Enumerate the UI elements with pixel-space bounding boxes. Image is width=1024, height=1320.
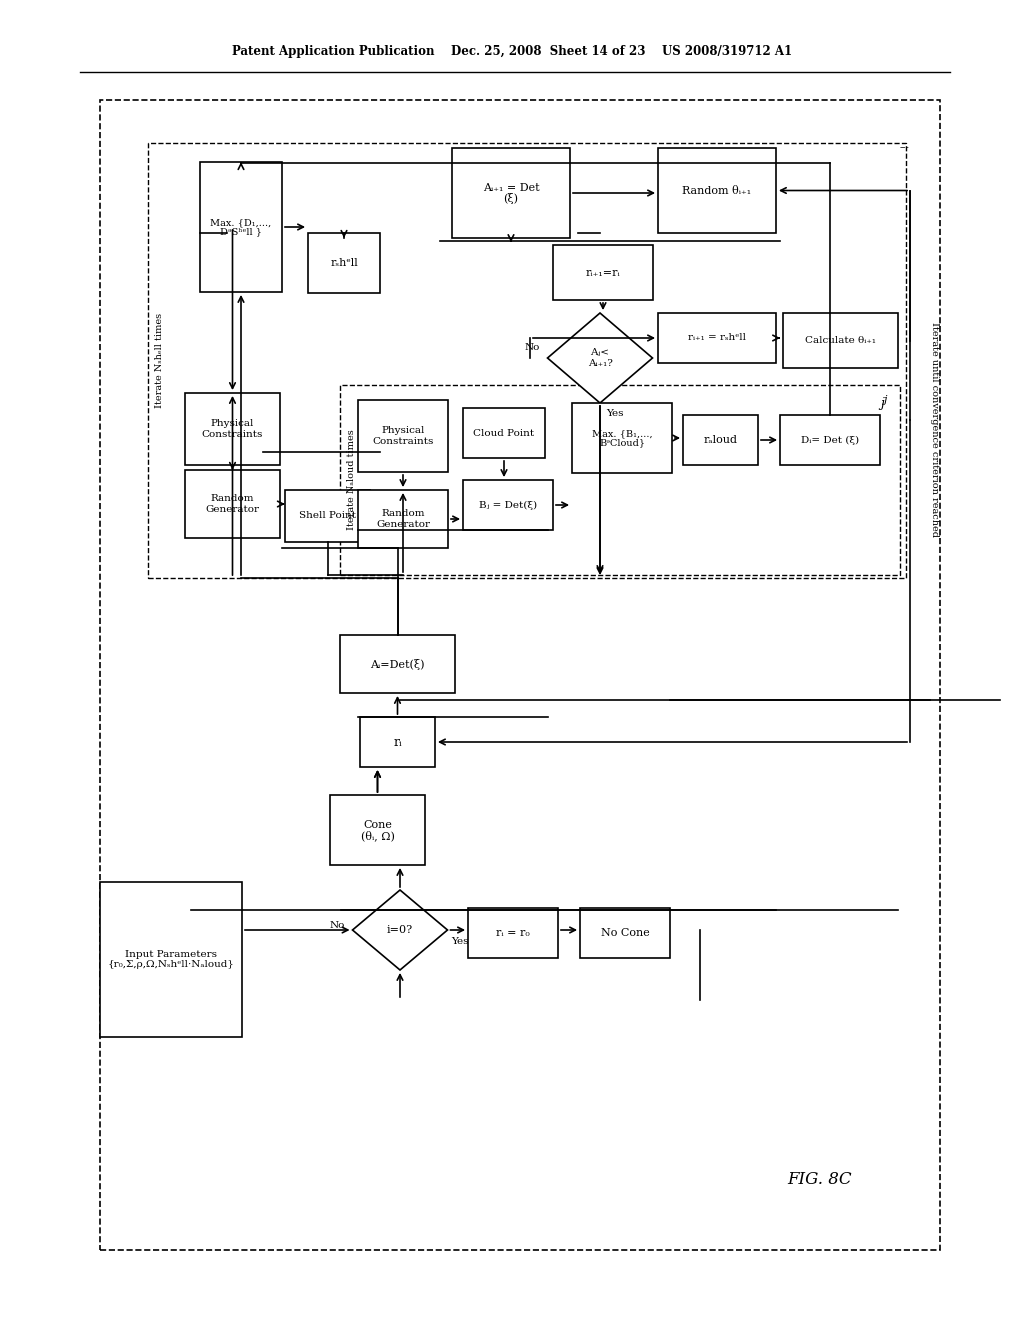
Bar	[463, 408, 545, 458]
Text: (ξ): (ξ)	[504, 193, 518, 203]
Bar	[553, 246, 653, 300]
Text: rᵢ: rᵢ	[393, 735, 401, 748]
Bar	[572, 403, 672, 473]
Text: Shell Point: Shell Point	[299, 511, 356, 520]
Text: (θᵢ, Ω): (θᵢ, Ω)	[360, 830, 394, 841]
Text: Dᵢ= Det (ξ): Dᵢ= Det (ξ)	[801, 436, 859, 445]
Text: Calculate θᵢ₊₁: Calculate θᵢ₊₁	[805, 337, 876, 345]
Text: Iterate Nₛhₑll times: Iterate Nₛhₑll times	[156, 313, 165, 408]
Text: DᵊSʰᵉll }: DᵊSʰᵉll }	[220, 227, 262, 236]
Bar	[100, 882, 242, 1038]
Bar	[780, 414, 880, 465]
Bar	[783, 313, 898, 368]
Text: Generator: Generator	[376, 520, 430, 528]
Bar	[658, 313, 776, 363]
Text: rₛhᵉll: rₛhᵉll	[330, 257, 357, 268]
Bar	[658, 148, 776, 234]
Text: Physical: Physical	[211, 420, 254, 429]
Bar	[185, 470, 280, 539]
Text: rᵢ₊₁ = rₛhᵉll: rᵢ₊₁ = rₛhᵉll	[688, 334, 746, 342]
Text: Aᵢ₊₁?: Aᵢ₊₁?	[588, 359, 612, 367]
Text: Patent Application Publication    Dec. 25, 2008  Sheet 14 of 23    US 2008/31971: Patent Application Publication Dec. 25, …	[232, 45, 792, 58]
Text: Cloud Point: Cloud Point	[473, 429, 535, 437]
Text: FIG. 8C: FIG. 8C	[787, 1172, 852, 1188]
Text: Max. {D₁,...,: Max. {D₁,...,	[210, 218, 271, 227]
Text: No: No	[525, 343, 541, 352]
Bar	[463, 480, 553, 531]
Polygon shape	[352, 890, 447, 970]
Bar	[330, 795, 425, 865]
Text: ---: ---	[900, 144, 909, 153]
Bar	[185, 393, 280, 465]
Text: No Cone: No Cone	[601, 928, 649, 939]
Bar	[200, 162, 282, 292]
Bar	[358, 490, 449, 548]
Bar	[580, 908, 670, 958]
Text: j: j	[884, 395, 887, 405]
Bar	[148, 143, 906, 578]
Text: rᵢ = r₀: rᵢ = r₀	[496, 928, 529, 939]
Text: Cone: Cone	[364, 820, 392, 829]
Bar	[683, 414, 758, 465]
Bar	[340, 635, 455, 693]
Text: Random: Random	[381, 510, 425, 519]
Text: Yes: Yes	[606, 408, 624, 417]
Text: Random: Random	[211, 495, 254, 503]
Text: Constraints: Constraints	[202, 429, 263, 438]
Text: Aᵢ₊₁ = Det: Aᵢ₊₁ = Det	[482, 182, 540, 193]
Text: Yes: Yes	[451, 937, 468, 946]
Text: Iterate until convergence criterion reached: Iterate until convergence criterion reac…	[931, 322, 939, 537]
Text: j: j	[880, 396, 884, 409]
Text: i=0?: i=0?	[387, 925, 413, 935]
Bar	[285, 490, 370, 543]
Text: Constraints: Constraints	[373, 437, 434, 446]
Text: Aᵢ=Det(ξ): Aᵢ=Det(ξ)	[371, 659, 425, 669]
Text: Iterate Nₐloud times: Iterate Nₐloud times	[347, 429, 356, 531]
Text: BᵊCloud}: BᵊCloud}	[599, 438, 645, 447]
Bar	[360, 717, 435, 767]
Bar	[100, 100, 940, 1250]
Text: Physical: Physical	[381, 426, 425, 436]
Text: No: No	[330, 920, 345, 929]
Text: Aⱼ<: Aⱼ<	[591, 348, 609, 358]
Text: rᵢ₊₁=rᵢ: rᵢ₊₁=rᵢ	[586, 268, 621, 277]
Bar	[358, 400, 449, 473]
Text: Generator: Generator	[206, 504, 259, 513]
Text: rₐloud: rₐloud	[703, 436, 737, 445]
Text: Max. {B₁,...,: Max. {B₁,...,	[592, 429, 652, 438]
Text: {r₀,Σ,ρ,Ω,Nₛhᵉll·Nₐloud}: {r₀,Σ,ρ,Ω,Nₛhᵉll·Nₐloud}	[108, 960, 234, 969]
Bar	[468, 908, 558, 958]
Polygon shape	[548, 313, 652, 403]
Bar	[308, 234, 380, 293]
Text: Random θᵢ₊₁: Random θᵢ₊₁	[682, 186, 752, 195]
Text: Input Parameters: Input Parameters	[125, 950, 217, 958]
Bar	[340, 385, 900, 576]
Bar	[452, 148, 570, 238]
Text: Bⱼ = Det(ξ): Bⱼ = Det(ξ)	[479, 500, 537, 510]
